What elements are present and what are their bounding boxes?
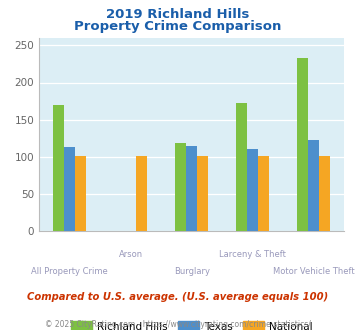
Bar: [320, 156, 331, 231]
Bar: [75, 156, 86, 231]
Legend: Richland Hills, Texas, National: Richland Hills, Texas, National: [66, 317, 317, 330]
Text: Arson: Arson: [119, 250, 143, 259]
Bar: [53, 105, 64, 231]
Bar: [197, 156, 208, 231]
Bar: [247, 148, 258, 231]
Text: Compared to U.S. average. (U.S. average equals 100): Compared to U.S. average. (U.S. average …: [27, 292, 328, 302]
Text: Motor Vehicle Theft: Motor Vehicle Theft: [273, 267, 355, 276]
Bar: [175, 143, 186, 231]
Text: Larceny & Theft: Larceny & Theft: [219, 250, 286, 259]
Text: © 2025 CityRating.com - https://www.cityrating.com/crime-statistics/: © 2025 CityRating.com - https://www.city…: [45, 320, 310, 329]
Bar: [258, 156, 269, 231]
Text: Property Crime Comparison: Property Crime Comparison: [74, 20, 281, 33]
Bar: [136, 156, 147, 231]
Text: 2019 Richland Hills: 2019 Richland Hills: [106, 8, 249, 21]
Bar: [236, 103, 247, 231]
Bar: [308, 140, 320, 231]
Text: All Property Crime: All Property Crime: [31, 267, 108, 276]
Bar: [186, 146, 197, 231]
Bar: [64, 147, 75, 231]
Text: Burglary: Burglary: [174, 267, 210, 276]
Bar: [297, 58, 308, 231]
